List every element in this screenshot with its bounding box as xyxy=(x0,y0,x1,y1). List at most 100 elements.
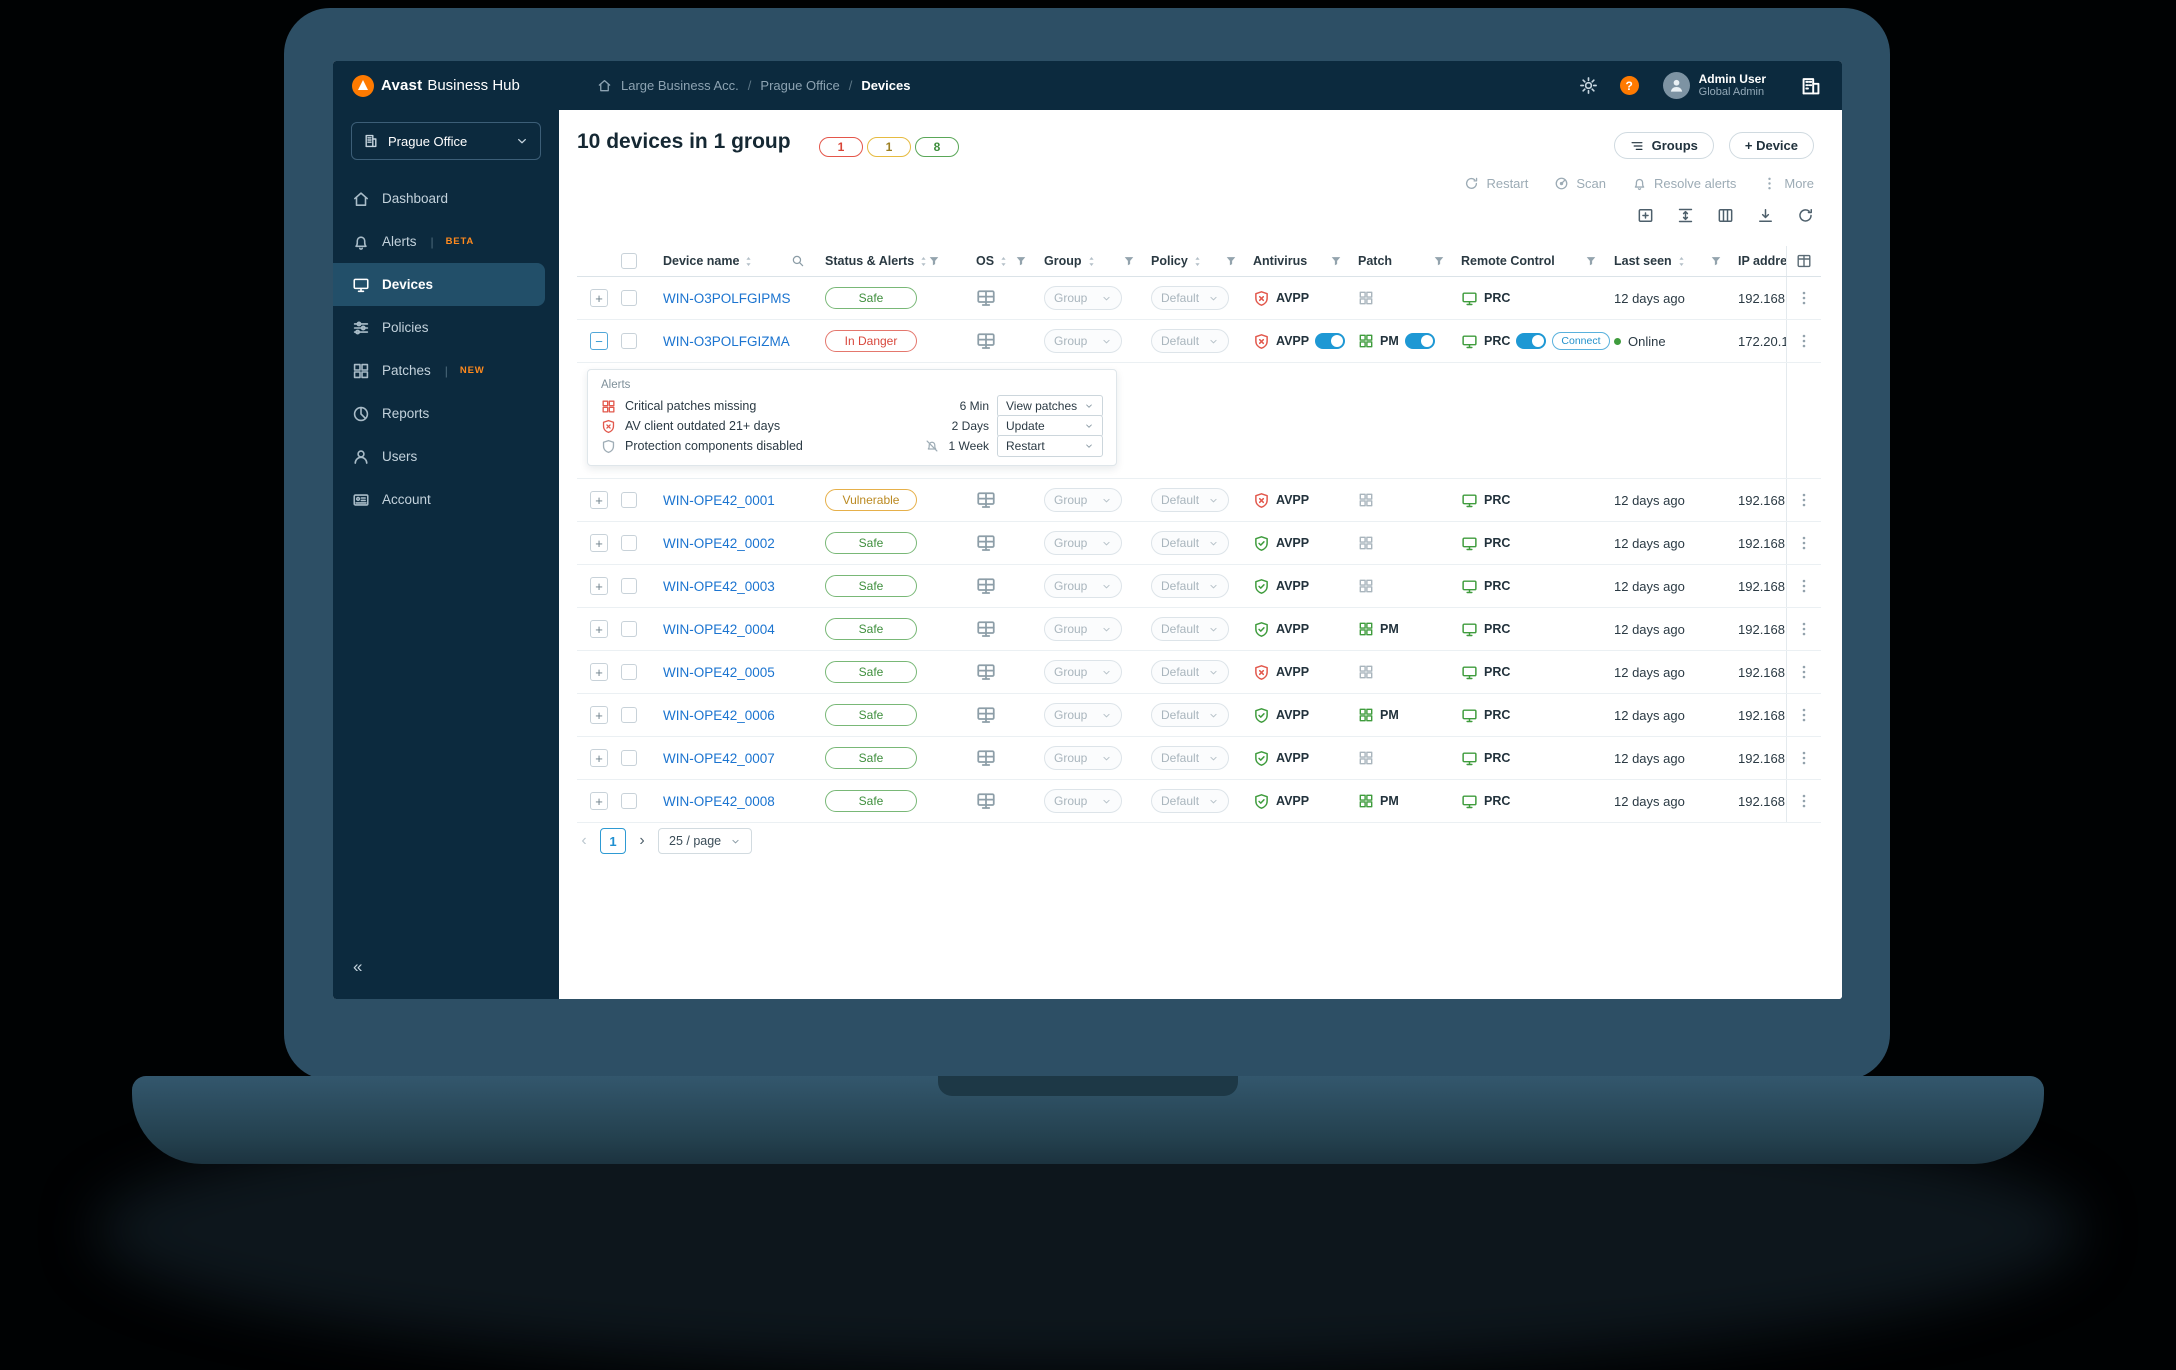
row-menu-button[interactable] xyxy=(1796,333,1812,349)
row-menu-button[interactable] xyxy=(1796,793,1812,809)
column-header-name[interactable]: Device name xyxy=(655,246,815,276)
policy-select[interactable]: Default xyxy=(1151,789,1229,813)
row-checkbox[interactable] xyxy=(621,750,637,766)
column-header-seen[interactable]: Last seen xyxy=(1607,246,1732,276)
policy-select[interactable]: Default xyxy=(1151,660,1229,684)
avast-logo[interactable]: Avast Business Hub xyxy=(352,74,520,97)
sidebar-item-devices[interactable]: Devices xyxy=(333,263,545,306)
sidebar-item-dashboard[interactable]: Dashboard xyxy=(333,177,545,220)
group-select[interactable]: Group xyxy=(1044,617,1122,641)
sort-icon[interactable] xyxy=(919,255,928,268)
current-page[interactable]: 1 xyxy=(600,828,626,854)
connect-button[interactable]: Connect xyxy=(1552,332,1610,350)
next-page-button[interactable]: › xyxy=(639,832,645,849)
expand-row-button[interactable]: + xyxy=(590,534,608,552)
filter-icon[interactable] xyxy=(1433,255,1445,267)
group-select[interactable]: Group xyxy=(1044,329,1122,353)
device-name-link[interactable]: WIN-OPE42_0003 xyxy=(663,578,775,594)
sort-icon[interactable] xyxy=(1087,255,1096,268)
row-height-icon[interactable] xyxy=(1677,207,1694,224)
search-icon[interactable] xyxy=(791,254,805,268)
group-select[interactable]: Group xyxy=(1044,660,1122,684)
row-menu-button[interactable] xyxy=(1796,290,1812,306)
org-switcher-icon[interactable] xyxy=(1800,75,1822,97)
device-name-link[interactable]: WIN-OPE42_0004 xyxy=(663,621,775,637)
group-select[interactable]: Group xyxy=(1044,574,1122,598)
breadcrumb-item[interactable]: Large Business Acc. xyxy=(621,78,739,93)
sidebar-item-account[interactable]: Account xyxy=(333,478,545,521)
device-name-link[interactable]: WIN-OPE42_0008 xyxy=(663,793,775,809)
expand-row-button[interactable]: − xyxy=(590,332,608,350)
column-header-antivirus[interactable]: Antivirus xyxy=(1247,246,1352,276)
device-name-link[interactable]: WIN-O3POLFGIZMA xyxy=(663,333,790,349)
expand-row-button[interactable]: + xyxy=(590,706,608,724)
expand-row-button[interactable]: + xyxy=(590,289,608,307)
row-checkbox[interactable] xyxy=(621,535,637,551)
filter-icon[interactable] xyxy=(1585,255,1597,267)
device-name-link[interactable]: WIN-OPE42_0002 xyxy=(663,535,775,551)
toolbar-restart[interactable]: Restart xyxy=(1464,176,1528,191)
row-checkbox[interactable] xyxy=(621,578,637,594)
row-menu-button[interactable] xyxy=(1796,750,1812,766)
alert-action-select[interactable]: Restart xyxy=(997,435,1103,457)
policy-select[interactable]: Default xyxy=(1151,617,1229,641)
row-menu-button[interactable] xyxy=(1796,664,1812,680)
row-checkbox[interactable] xyxy=(621,664,637,680)
device-name-link[interactable]: WIN-OPE42_0001 xyxy=(663,492,775,508)
breadcrumb-item[interactable]: Prague Office xyxy=(760,78,840,93)
breadcrumb-home-icon[interactable] xyxy=(597,78,612,93)
column-settings-icon[interactable] xyxy=(1796,253,1812,269)
patch-toggle[interactable] xyxy=(1404,333,1435,349)
add-device-button[interactable]: + Device xyxy=(1728,132,1814,159)
avatar[interactable] xyxy=(1662,72,1690,99)
column-header-patch[interactable]: Patch xyxy=(1352,246,1455,276)
device-name-link[interactable]: WIN-OPE42_0006 xyxy=(663,707,775,723)
column-header-policy[interactable]: Policy xyxy=(1145,246,1247,276)
breadcrumb-item[interactable]: Devices xyxy=(861,78,911,93)
policy-select[interactable]: Default xyxy=(1151,329,1229,353)
row-checkbox[interactable] xyxy=(621,707,637,723)
row-checkbox[interactable] xyxy=(621,793,637,809)
group-select[interactable]: Group xyxy=(1044,746,1122,770)
column-header-os[interactable]: OS xyxy=(949,246,1037,276)
filter-icon[interactable] xyxy=(1710,255,1722,267)
row-menu-button[interactable] xyxy=(1796,621,1812,637)
column-header-menu[interactable] xyxy=(1786,246,1821,276)
sidebar-collapse-button[interactable]: « xyxy=(353,957,363,976)
toolbar-scan[interactable]: Scan xyxy=(1554,176,1606,191)
muted-bell-icon[interactable] xyxy=(925,439,939,453)
settings-gear-icon[interactable] xyxy=(1579,76,1598,95)
download-icon[interactable] xyxy=(1757,207,1774,224)
row-menu-button[interactable] xyxy=(1796,578,1812,594)
sidebar-item-alerts[interactable]: Alerts | BETA xyxy=(333,220,545,263)
device-name-link[interactable]: WIN-OPE42_0007 xyxy=(663,750,775,766)
group-select[interactable]: Group xyxy=(1044,531,1122,555)
policy-select[interactable]: Default xyxy=(1151,703,1229,727)
alert-action-select[interactable]: Update xyxy=(997,415,1103,437)
alert-action-select[interactable]: View patches xyxy=(997,395,1103,417)
column-header-group[interactable]: Group xyxy=(1037,246,1145,276)
policy-select[interactable]: Default xyxy=(1151,531,1229,555)
filter-icon[interactable] xyxy=(928,255,940,267)
row-menu-button[interactable] xyxy=(1796,492,1812,508)
column-chooser-icon[interactable] xyxy=(1717,207,1734,224)
select-all-checkbox[interactable] xyxy=(621,253,637,269)
org-selector[interactable]: Prague Office xyxy=(351,122,541,160)
filter-icon[interactable] xyxy=(1123,255,1135,267)
policy-select[interactable]: Default xyxy=(1151,488,1229,512)
user-menu[interactable]: Admin User Global Admin xyxy=(1699,72,1766,100)
group-select[interactable]: Group xyxy=(1044,286,1122,310)
column-header-status[interactable]: Status & Alerts xyxy=(815,246,949,276)
filter-icon[interactable] xyxy=(1225,255,1237,267)
group-select[interactable]: Group xyxy=(1044,789,1122,813)
row-checkbox[interactable] xyxy=(621,492,637,508)
policy-select[interactable]: Default xyxy=(1151,286,1229,310)
prev-page-button[interactable]: ‹ xyxy=(581,832,587,849)
policy-select[interactable]: Default xyxy=(1151,574,1229,598)
refresh-icon[interactable] xyxy=(1797,207,1814,224)
expand-row-button[interactable]: + xyxy=(590,663,608,681)
remote-toggle[interactable] xyxy=(1516,333,1547,349)
sidebar-item-reports[interactable]: Reports xyxy=(333,392,545,435)
sort-icon[interactable] xyxy=(744,255,753,268)
sidebar-item-patches[interactable]: Patches | NEW xyxy=(333,349,545,392)
